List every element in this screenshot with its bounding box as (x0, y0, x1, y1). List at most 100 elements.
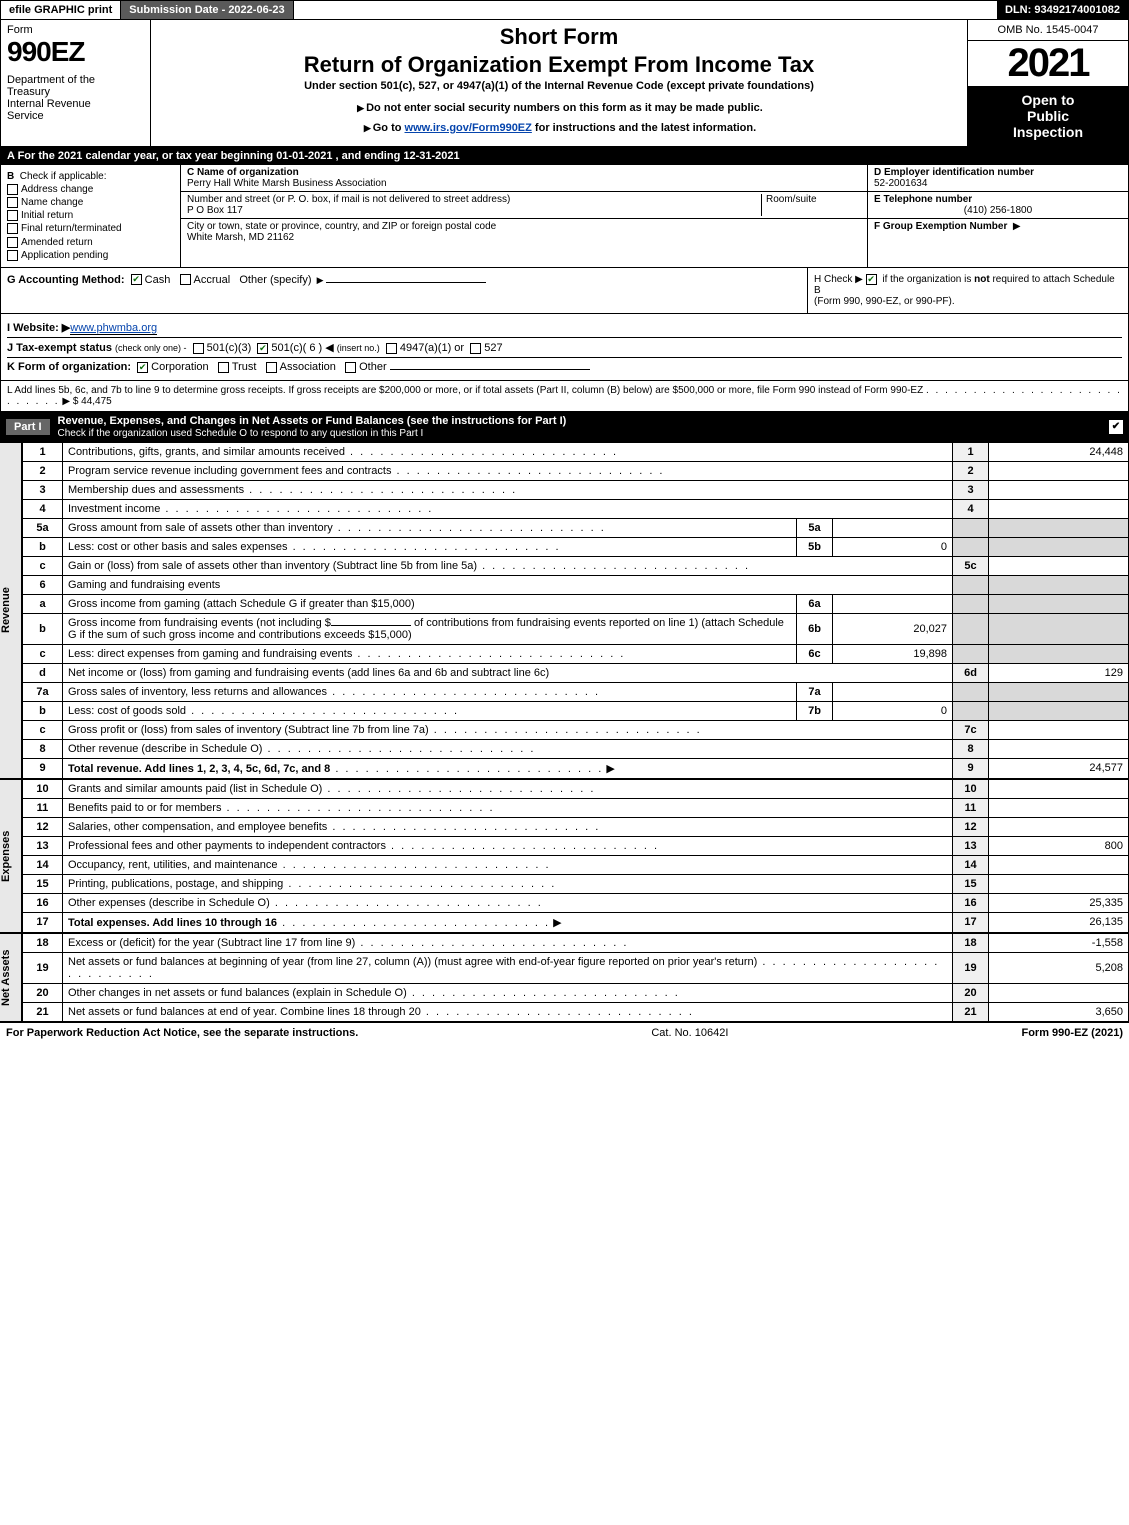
net-assets-side-label: Net Assets (0, 933, 22, 1022)
part1-check[interactable]: ✔ (1109, 420, 1123, 434)
form-header: Form 990EZ Department of theTreasuryInte… (0, 20, 1129, 147)
line-6: 6Gaming and fundraising events (23, 575, 1129, 594)
expenses-side-label: Expenses (0, 779, 22, 933)
c-city-row: City or town, state or province, country… (181, 219, 867, 245)
b-application-pending[interactable]: Application pending (7, 250, 174, 261)
footer-right: Form 990-EZ (2021) (1021, 1027, 1123, 1039)
l-amt: $ 44,475 (73, 396, 112, 407)
room-lbl: Room/suite (766, 194, 817, 205)
revenue-table: 1Contributions, gifts, grants, and simil… (22, 442, 1129, 779)
header-left: Form 990EZ Department of theTreasuryInte… (1, 20, 151, 146)
b-final-return[interactable]: Final return/terminated (7, 223, 174, 234)
k-o3: Association (280, 361, 336, 373)
j-o2: 501(c)( 6 ) (271, 342, 322, 354)
efile-label: efile GRAPHIC print (1, 1, 121, 19)
f-group: F Group Exemption Number ▶ (868, 219, 1128, 234)
line-6d: dNet income or (loss) from gaming and fu… (23, 663, 1129, 682)
goto-post: for instructions and the latest informat… (532, 122, 756, 134)
row-ijk: I Website: ▶www.phwmba.org J Tax-exempt … (0, 314, 1129, 381)
part1-sub: Check if the organization used Schedule … (58, 428, 424, 439)
accrual-checkbox[interactable] (180, 274, 191, 285)
col-def: D Employer identification number 52-2001… (868, 165, 1128, 267)
k-o1: Corporation (151, 361, 208, 373)
g-accounting: G Accounting Method: Cash Accrual Other … (1, 268, 808, 313)
b-address-change[interactable]: Address change (7, 184, 174, 195)
h-text1: H Check ▶ (814, 274, 863, 285)
b-name-change[interactable]: Name change (7, 197, 174, 208)
j-4947-checkbox[interactable] (386, 343, 397, 354)
goto-line: Go to www.irs.gov/Form990EZ for instruct… (161, 122, 957, 134)
dln-label: DLN: 93492174001082 (997, 1, 1128, 19)
revenue-section: Revenue 1Contributions, gifts, grants, a… (0, 442, 1129, 779)
l-text: L Add lines 5b, 6c, and 7b to line 9 to … (7, 385, 923, 396)
j-501c3-checkbox[interactable] (193, 343, 204, 354)
line-16: 16Other expenses (describe in Schedule O… (23, 893, 1129, 912)
b-initial-return[interactable]: Initial return (7, 210, 174, 221)
inspect3: Inspection (1013, 124, 1083, 140)
form-number: 990EZ (7, 36, 144, 68)
other-specify-input[interactable] (326, 282, 486, 283)
header-right: OMB No. 1545-0047 2021 Open to Public In… (968, 20, 1128, 146)
h-checkbox[interactable] (866, 274, 877, 285)
d-ein: D Employer identification number 52-2001… (868, 165, 1128, 192)
line-14: 14Occupancy, rent, utilities, and mainte… (23, 855, 1129, 874)
do-not-enter: Do not enter social security numbers on … (161, 102, 957, 114)
dept-label: Department of theTreasuryInternal Revenu… (7, 74, 144, 122)
k-corp-checkbox[interactable] (137, 362, 148, 373)
line-12: 12Salaries, other compensation, and empl… (23, 817, 1129, 836)
part1-title: Revenue, Expenses, and Changes in Net As… (58, 415, 567, 439)
street-lbl: Number and street (or P. O. box, if mail… (187, 194, 510, 205)
j-501c-checkbox[interactable] (257, 343, 268, 354)
top-bar: efile GRAPHIC print Submission Date - 20… (0, 0, 1129, 20)
under-section: Under section 501(c), 527, or 4947(a)(1)… (161, 80, 957, 92)
line-2: 2Program service revenue including gover… (23, 461, 1129, 480)
k-assoc-checkbox[interactable] (266, 362, 277, 373)
line-7b: bLess: cost of goods sold7b0 (23, 701, 1129, 720)
b-amended-return[interactable]: Amended return (7, 237, 174, 248)
h-text4: (Form 990, 990-EZ, or 990-PF). (814, 296, 955, 307)
line-3: 3Membership dues and assessments3 (23, 480, 1129, 499)
k-other-checkbox[interactable] (345, 362, 356, 373)
line-19: 19Net assets or fund balances at beginni… (23, 952, 1129, 983)
org-name: Perry Hall White Marsh Business Associat… (187, 178, 387, 189)
h-not: not (974, 274, 990, 285)
header-center: Short Form Return of Organization Exempt… (151, 20, 968, 146)
line-5a: 5aGross amount from sale of assets other… (23, 518, 1129, 537)
k-o4: Other (359, 361, 387, 373)
row-l: L Add lines 5b, 6c, and 7b to line 9 to … (0, 381, 1129, 412)
j-o1: 501(c)(3) (207, 342, 252, 354)
part1-tag: Part I (6, 419, 50, 435)
col-c: C Name of organization Perry Hall White … (181, 165, 868, 267)
ein-val: 52-2001634 (874, 178, 927, 189)
j-tax-exempt: J Tax-exempt status (check only one) - 5… (7, 337, 1122, 354)
line-5b: bLess: cost or other basis and sales exp… (23, 537, 1129, 556)
k-trust-checkbox[interactable] (218, 362, 229, 373)
6b-amount-input[interactable] (331, 625, 411, 626)
c-name-lbl: C Name of organization (187, 167, 299, 178)
revenue-side-label: Revenue (0, 442, 22, 779)
j-527-checkbox[interactable] (470, 343, 481, 354)
j-lbl: J Tax-exempt status (7, 342, 112, 354)
cash-checkbox[interactable] (131, 274, 142, 285)
footer-left: For Paperwork Reduction Act Notice, see … (6, 1027, 358, 1039)
line-18: 18Excess or (deficit) for the year (Subt… (23, 933, 1129, 952)
line-5c: cGain or (loss) from sale of assets othe… (23, 556, 1129, 575)
submission-date: Submission Date - 2022-06-23 (121, 1, 293, 19)
j-o3: 4947(a)(1) or (400, 342, 464, 354)
omb-number: OMB No. 1545-0047 (968, 20, 1128, 41)
inspect1: Open to (1022, 92, 1075, 108)
col-b: B Check if applicable: Address change Na… (1, 165, 181, 267)
open-inspection: Open to Public Inspection (968, 86, 1128, 146)
line-4: 4Investment income4 (23, 499, 1129, 518)
e-lbl: E Telephone number (874, 194, 972, 205)
k-other-input[interactable] (390, 369, 590, 370)
irs-link[interactable]: www.irs.gov/Form990EZ (405, 122, 532, 134)
short-form-title: Short Form (161, 24, 957, 50)
i-lbl: I Website: ▶ (7, 322, 70, 334)
net-assets-section: Net Assets 18Excess or (deficit) for the… (0, 933, 1129, 1022)
k-o2: Trust (232, 361, 257, 373)
website-link[interactable]: www.phwmba.org (70, 322, 157, 335)
line-17: 17Total expenses. Add lines 10 through 1… (23, 912, 1129, 932)
expenses-section: Expenses 10Grants and similar amounts pa… (0, 779, 1129, 933)
line-20: 20Other changes in net assets or fund ba… (23, 983, 1129, 1002)
